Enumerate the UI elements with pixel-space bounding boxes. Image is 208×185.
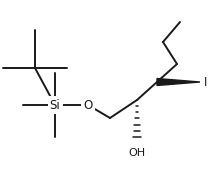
Text: Si: Si bbox=[50, 98, 60, 112]
Text: OH: OH bbox=[128, 148, 146, 158]
Polygon shape bbox=[157, 78, 200, 85]
Text: I: I bbox=[204, 75, 207, 88]
Text: O: O bbox=[83, 98, 93, 112]
